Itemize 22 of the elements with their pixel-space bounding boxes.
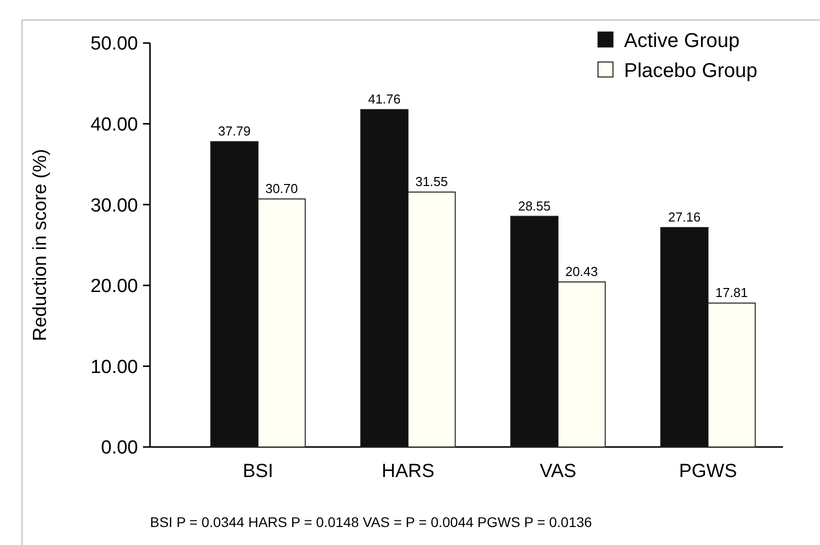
y-tick-label: 10.00 xyxy=(90,356,138,378)
data-label: 17.81 xyxy=(715,285,748,300)
legend-label: Active Group xyxy=(624,30,740,52)
y-tick-label: 40.00 xyxy=(90,114,138,136)
data-label: 41.76 xyxy=(368,92,401,107)
text: BSI P = 0.0344 HARS P = 0.0148 VAS = P = 0.0044 PGWS P = 0.0136 xyxy=(150,514,592,530)
data-label: 27.16 xyxy=(668,210,701,225)
data-label: 20.43 xyxy=(565,264,598,279)
data-label: 28.55 xyxy=(518,198,551,214)
y-tick-label: 30.00 xyxy=(90,195,138,216)
y-tick-label: 20.00 xyxy=(90,276,138,298)
x-tick-label: BSI xyxy=(242,461,274,482)
y-tick-label: 0.00 xyxy=(101,438,138,459)
x-tick-label: PGWS xyxy=(678,461,738,482)
x-tick-label: VAS xyxy=(540,461,576,482)
data-label: 37.79 xyxy=(218,124,251,139)
legend-label: Placebo Group xyxy=(624,60,758,82)
x-tick-label: HARS xyxy=(382,461,434,482)
data-label: 31.55 xyxy=(415,174,448,190)
y-axis-title: Reduction in score (%) xyxy=(30,148,51,342)
y-tick-label: 50.00 xyxy=(90,34,138,55)
data-label: 30.70 xyxy=(265,180,298,196)
